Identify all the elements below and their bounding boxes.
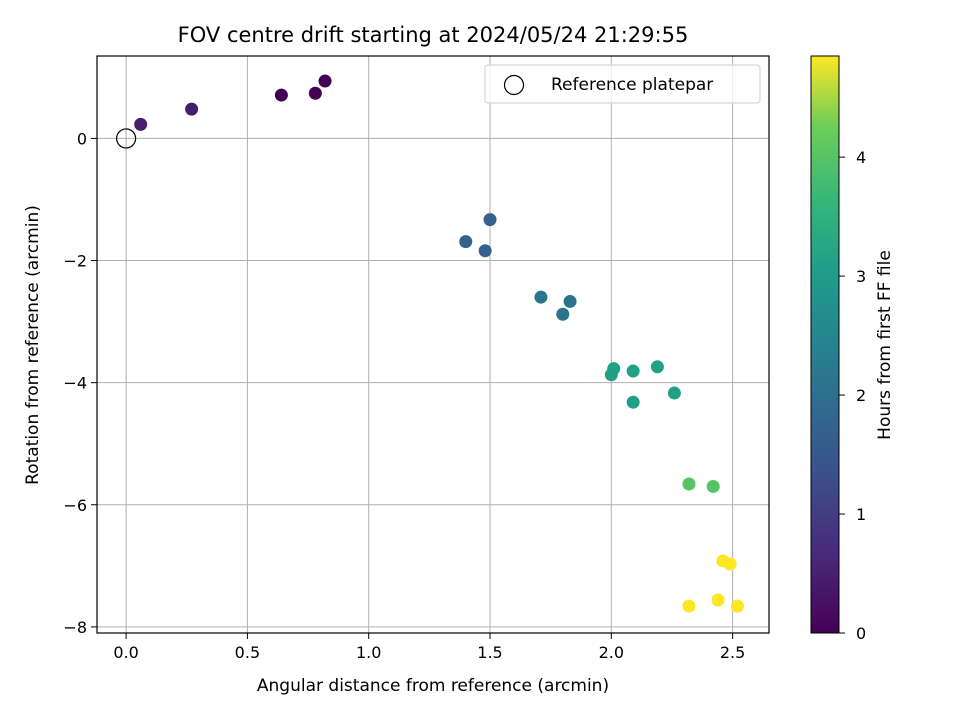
reference-point [116, 128, 137, 149]
data-point [682, 477, 696, 491]
data-point [563, 294, 577, 308]
chart-title: FOV centre drift starting at 2024/05/24 … [178, 23, 689, 47]
x-tick-label: 2.0 [599, 643, 624, 662]
data-point [730, 599, 744, 613]
y-tick-label: −4 [63, 374, 87, 393]
x-tick-label: 0.5 [235, 643, 260, 662]
data-point [667, 386, 681, 400]
data-points [134, 74, 744, 613]
data-point [483, 213, 497, 227]
data-point [607, 362, 621, 376]
grid-lines [97, 56, 769, 633]
data-point [682, 599, 696, 613]
y-axis-label: Rotation from reference (arcmin) [23, 205, 43, 485]
colorbar-tick-label: 3 [856, 267, 866, 286]
data-point [274, 88, 288, 102]
x-tick-label: 1.5 [477, 643, 502, 662]
colorbar-gradient [810, 55, 840, 634]
colorbar-tick-label: 0 [856, 624, 866, 643]
data-point [534, 290, 548, 304]
data-point [556, 307, 570, 321]
data-point [134, 117, 148, 131]
legend-box [484, 64, 761, 104]
colorbar-tick-label: 4 [856, 148, 866, 167]
x-tick-label: 2.5 [720, 643, 745, 662]
data-point [650, 360, 664, 374]
colorbar-tick-label: 1 [856, 505, 866, 524]
legend-marker-reference [503, 74, 525, 96]
colorbar-label: Hours from first FF file [875, 250, 895, 440]
y-tick-label: 0 [77, 129, 87, 148]
y-tick-label: −2 [63, 252, 87, 271]
x-tick-label: 0.0 [113, 643, 138, 662]
legend: Reference platepar [484, 64, 761, 104]
y-axis-ticks: 0 −2 −4 −6 −8 [63, 129, 97, 637]
plot-frame [96, 55, 770, 634]
data-point [478, 244, 492, 258]
data-point [723, 557, 737, 571]
y-tick-label: −6 [63, 496, 87, 515]
x-axis-ticks: 0.0 0.5 1.0 1.5 2.0 2.5 [113, 633, 745, 662]
data-point [626, 364, 640, 378]
x-tick-label: 1.0 [356, 643, 381, 662]
y-tick-label: −8 [63, 618, 87, 637]
colorbar-ticks: 0 1 2 3 4 [839, 148, 866, 643]
data-point [318, 74, 332, 88]
data-point [308, 86, 322, 100]
data-point [706, 479, 720, 493]
reference-marker-group [116, 128, 137, 149]
data-point [459, 235, 473, 249]
data-point [626, 395, 640, 409]
data-point [185, 102, 199, 116]
colorbar: 0 1 2 3 4 Hours from first FF file [810, 55, 895, 643]
x-axis-label: Angular distance from reference (arcmin) [257, 676, 609, 696]
colorbar-tick-label: 2 [856, 386, 866, 405]
data-point [711, 593, 725, 607]
legend-entry-reference: Reference platepar [551, 75, 713, 95]
